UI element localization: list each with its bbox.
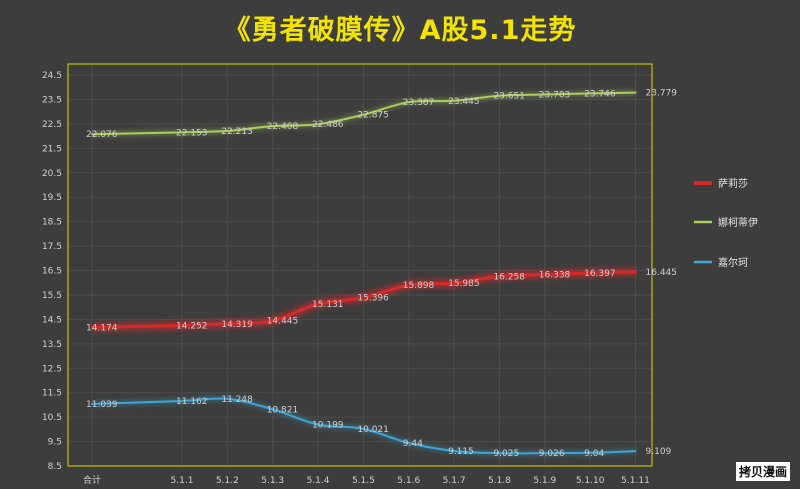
- legend-label: 嘉尔珂: [718, 256, 748, 269]
- data-label: 9.025: [493, 449, 519, 459]
- y-tick-label: 17.5: [42, 242, 62, 252]
- data-label: 22.875: [357, 111, 389, 121]
- legend-label: 萨莉莎: [718, 177, 748, 190]
- y-tick-label: 22.5: [42, 120, 62, 130]
- y-tick-label: 15.5: [42, 291, 62, 301]
- x-tick-label: 5.1.2: [216, 476, 239, 486]
- data-label: 23.779: [646, 89, 678, 99]
- x-tick-label: 5.1.1: [171, 476, 194, 486]
- y-tick-label: 20.5: [42, 169, 62, 179]
- x-tick-label: 5.1.11: [621, 476, 650, 486]
- data-label: 10.821: [267, 405, 299, 415]
- x-tick-label: 5.1.3: [261, 476, 284, 486]
- data-label: 9.109: [646, 447, 672, 457]
- series-1-group: [90, 267, 637, 332]
- series-line: [91, 397, 637, 455]
- data-label: 9.026: [539, 449, 565, 459]
- data-label: 9.115: [448, 447, 474, 457]
- x-tick-label: 5.1.5: [352, 476, 375, 486]
- y-tick-label: 24.5: [42, 71, 62, 81]
- y-tick-label: 8.5: [48, 462, 62, 472]
- y-tick-label: 21.5: [42, 144, 62, 154]
- watermark: 拷贝漫画: [735, 462, 790, 481]
- data-label: 23.746: [584, 89, 616, 99]
- data-label: 16.338: [539, 270, 571, 280]
- y-tick-label: 19.5: [42, 193, 62, 203]
- data-labels: 14.174 14.252 14.319 14.445 15.131 15.396 15.8…: [86, 89, 677, 460]
- data-label: 22.153: [176, 128, 208, 138]
- y-tick-label: 18.5: [42, 218, 62, 228]
- data-label: 16.258: [493, 272, 525, 282]
- series-3-group: [91, 395, 637, 456]
- chart-grid: [68, 64, 652, 467]
- y-tick-label: 13.5: [42, 340, 62, 350]
- data-label: 14.319: [221, 320, 253, 330]
- data-label: 23.651: [493, 92, 525, 102]
- chart-title: 《勇者破膜传》A股5.1走势: [223, 15, 577, 46]
- y-tick-label: 10.5: [42, 413, 62, 423]
- data-label: 22.486: [312, 120, 344, 130]
- y-tick-label: 11.5: [42, 389, 62, 399]
- x-tick-label: 5.1.9: [533, 476, 556, 486]
- data-label: 22.408: [267, 122, 299, 132]
- data-label: 15.985: [448, 279, 480, 289]
- data-label: 9.04: [584, 449, 604, 459]
- series-line: [91, 91, 637, 136]
- x-tick-label: 5.1.7: [443, 476, 466, 486]
- x-axis-ticks: 合计 5.1.1 5.1.2 5.1.3 5.1.4 5.1.5 5.1.6 5.1.7 5.1…: [83, 474, 650, 486]
- data-label: 22.076: [86, 130, 118, 140]
- data-label: 16.445: [646, 268, 678, 278]
- y-tick-label: 9.5: [48, 438, 62, 448]
- data-label: 10.199: [312, 420, 344, 430]
- x-tick-label: 合计: [83, 474, 101, 486]
- series-line: [90, 270, 637, 329]
- data-label: 10.021: [357, 425, 389, 435]
- data-label: 15.131: [312, 300, 344, 310]
- data-label: 16.397: [584, 269, 616, 279]
- y-tick-label: 12.5: [42, 364, 62, 374]
- series-2-group: [91, 90, 637, 137]
- data-label: 14.252: [176, 321, 208, 331]
- x-tick-label: 5.1.4: [307, 476, 330, 486]
- data-label: 15.898: [403, 281, 435, 291]
- y-tick-label: 23.5: [42, 95, 62, 105]
- data-point: [634, 91, 637, 94]
- data-label: 11.162: [176, 397, 208, 407]
- data-label: 23.703: [539, 90, 571, 100]
- legend-label: 娜柯蒂伊: [718, 216, 758, 229]
- data-label: 22.213: [221, 127, 253, 137]
- y-axis-ticks: 8.5 9.5 10.5 11.5 12.5 13.5 14.5 15.5 16.5 17.5 18…: [42, 71, 62, 472]
- data-label: 15.396: [357, 293, 389, 303]
- x-tick-label: 5.1.10: [576, 476, 605, 486]
- y-tick-label: 14.5: [42, 315, 62, 325]
- data-point: [634, 270, 637, 273]
- series-lines: [90, 90, 637, 456]
- data-label: 14.174: [86, 323, 118, 333]
- x-tick-label: 5.1.8: [488, 476, 511, 486]
- data-label: 14.445: [267, 317, 299, 327]
- y-tick-label: 16.5: [42, 267, 62, 277]
- data-label: 11.039: [86, 400, 118, 410]
- x-tick-label: 5.1.6: [397, 476, 420, 486]
- plot-area-frame: [67, 63, 653, 467]
- data-label: 23.445: [448, 97, 480, 107]
- data-label: 11.248: [221, 395, 253, 405]
- data-label: 9.44: [403, 439, 423, 449]
- data-point: [634, 450, 637, 453]
- data-label: 23.387: [403, 98, 435, 108]
